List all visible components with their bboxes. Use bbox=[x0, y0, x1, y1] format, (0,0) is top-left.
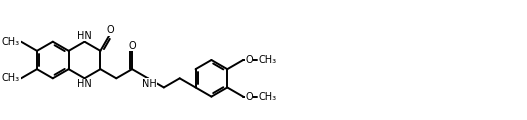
Text: O: O bbox=[107, 25, 114, 35]
Text: O: O bbox=[128, 41, 136, 51]
Text: HN: HN bbox=[77, 31, 92, 41]
Text: NH: NH bbox=[142, 79, 157, 89]
Text: CH₃: CH₃ bbox=[259, 92, 277, 102]
Text: CH₃: CH₃ bbox=[259, 55, 277, 65]
Text: CH₃: CH₃ bbox=[2, 37, 20, 47]
Text: O: O bbox=[245, 55, 253, 65]
Text: HN: HN bbox=[77, 79, 92, 89]
Text: O: O bbox=[245, 92, 253, 102]
Text: CH₃: CH₃ bbox=[2, 73, 20, 83]
